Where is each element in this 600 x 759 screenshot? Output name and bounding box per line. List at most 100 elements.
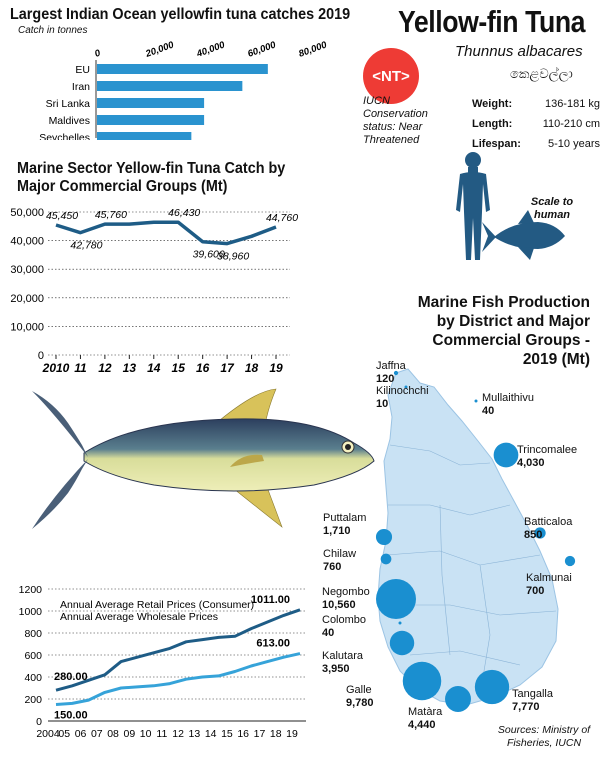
tuna-silhouette-icon — [482, 210, 565, 260]
district-value: 10,560 — [322, 599, 356, 611]
y-tick-label: 600 — [24, 650, 42, 662]
y-tick-label: 1000 — [19, 606, 43, 618]
legend-entry: Annual Average Wholesale Prices — [60, 611, 218, 623]
x-tick-label: 2004 — [36, 728, 60, 740]
data-label: 45,760 — [95, 209, 127, 221]
x-tick-label: 11 — [156, 728, 167, 740]
top-catch-bar-chart: 0 20,000 40,000 60,000 80,000 EU Iran Sri Lanka… — [39, 40, 329, 140]
district-name: Chilaw — [323, 548, 357, 560]
y-tick-label: 0 — [38, 350, 44, 362]
data-label: 38,960 — [217, 251, 249, 263]
status-badge-label: <NT> — [372, 67, 410, 85]
y-tick-label: 1200 — [19, 584, 43, 596]
district-value: 120 — [376, 373, 395, 385]
district-value: 700 — [526, 585, 545, 597]
district-name: Tangalla — [512, 688, 553, 700]
x-tick-label: 16 — [196, 361, 210, 375]
district-value: 10 — [376, 398, 389, 410]
data-label: 46,430 — [168, 207, 200, 219]
district-bubble — [398, 621, 402, 625]
x-tick-label: 09 — [123, 728, 135, 740]
x-tick-label: 18 — [270, 728, 282, 740]
district-bubble — [393, 370, 399, 376]
x-tick-label: 12 — [172, 728, 184, 740]
end-value-label: 1011.00 — [251, 594, 290, 606]
district-label: Colombo 40 — [322, 614, 366, 640]
district-label: Jaffna 120 — [376, 360, 406, 386]
scale-illustration — [456, 152, 565, 260]
start-value-label: 150.00 — [54, 710, 88, 722]
x-tick-label: 13 — [123, 361, 137, 375]
district-bubble — [376, 579, 416, 619]
x-tick-label: 17 — [254, 728, 266, 740]
district-name: Kalmunai — [526, 572, 572, 584]
scale-label: Scale to human — [530, 196, 574, 221]
district-bubble — [445, 686, 471, 712]
district-label: Chilaw 760 — [323, 548, 356, 574]
tail-lower-icon — [32, 459, 88, 529]
district-bubble — [474, 669, 510, 705]
y-tick-label: 400 — [24, 672, 42, 684]
district-bubble — [375, 528, 393, 546]
x-tick-label: 11 — [74, 361, 87, 375]
district-value: 850 — [524, 529, 543, 541]
district-label: Tangalla 7,770 — [512, 688, 553, 714]
district-name: Colombo — [322, 614, 367, 626]
district-label: Negombo 10,560 — [322, 586, 370, 612]
fact-row: Length: 110-210 cm — [472, 114, 600, 134]
district-name: Galle — [346, 684, 372, 696]
bar — [97, 98, 205, 108]
x-tick-label: 06 — [75, 728, 87, 740]
x-tick-label: 07 — [91, 728, 103, 740]
district-value: 9,780 — [346, 697, 374, 709]
y-tick-label: 200 — [24, 694, 42, 706]
fact-list: Weight: 136-181 kg Length: 110-210 cm Life… — [472, 94, 600, 154]
y-tick-label: 50,000 — [10, 207, 44, 219]
x-tick-label: 19 — [286, 728, 298, 740]
x-tick-label: 08 — [107, 728, 119, 740]
fact-value: 136-181 kg — [544, 98, 600, 110]
x-tick-label: 12 — [98, 361, 112, 375]
district-name: Negombo — [322, 586, 370, 598]
legend-entry: Annual Average Retail Prices (Consumer) — [60, 599, 254, 611]
local-name: කෙළවල්ලා — [510, 66, 573, 81]
series-line — [55, 608, 301, 692]
district-borders — [385, 444, 557, 696]
x-tick-label: 15 — [172, 361, 186, 375]
x-tick-label: 60,000 — [246, 40, 278, 60]
x-tick-label: 16 — [237, 728, 249, 740]
district-value: 40 — [322, 627, 335, 639]
district-label: Mullaithivu 40 — [482, 392, 534, 418]
series-line — [55, 652, 301, 706]
bar — [97, 64, 268, 74]
district-label: Matàra 4,440 — [408, 706, 442, 732]
x-tick-label: 15 — [221, 728, 233, 740]
district-bubble — [564, 555, 576, 567]
district-label: Trincomalee 4,030 — [517, 444, 577, 470]
x-tick-label: 14 — [147, 361, 161, 375]
x-tick-label: 19 — [269, 361, 283, 375]
x-tick-label: 10 — [140, 728, 152, 740]
x-tick-label: 0 — [93, 47, 102, 59]
category-label: EU — [75, 64, 90, 76]
district-name: Kalutara — [322, 650, 363, 662]
x-tick-label: 18 — [245, 361, 259, 375]
category-label: Seychelles — [39, 132, 90, 140]
sri-lanka-production-map — [375, 368, 576, 712]
bar — [97, 115, 205, 125]
x-tick-label: 20,000 — [143, 40, 176, 60]
fact-value: 110-210 cm — [542, 118, 600, 130]
y-tick-label: 30,000 — [10, 264, 44, 276]
district-bubble — [380, 553, 392, 565]
district-label: Puttalam 1,710 — [323, 512, 366, 538]
district-name: Kilinochchi — [376, 385, 429, 397]
data-label: 39,600 — [193, 249, 225, 261]
fact-key: Length: — [472, 118, 513, 130]
catch-line-chart: 0 10,000 20,000 30,000 40,000 50,000 2010 11 12 1… — [10, 207, 298, 375]
x-tick-label: 80,000 — [297, 40, 329, 60]
district-name: Trincomalee — [517, 444, 578, 456]
fact-key: Lifespan: — [472, 138, 521, 150]
district-value: 4,030 — [517, 457, 545, 469]
pectoral-fin-icon — [230, 454, 264, 467]
district-bubble — [493, 442, 519, 468]
